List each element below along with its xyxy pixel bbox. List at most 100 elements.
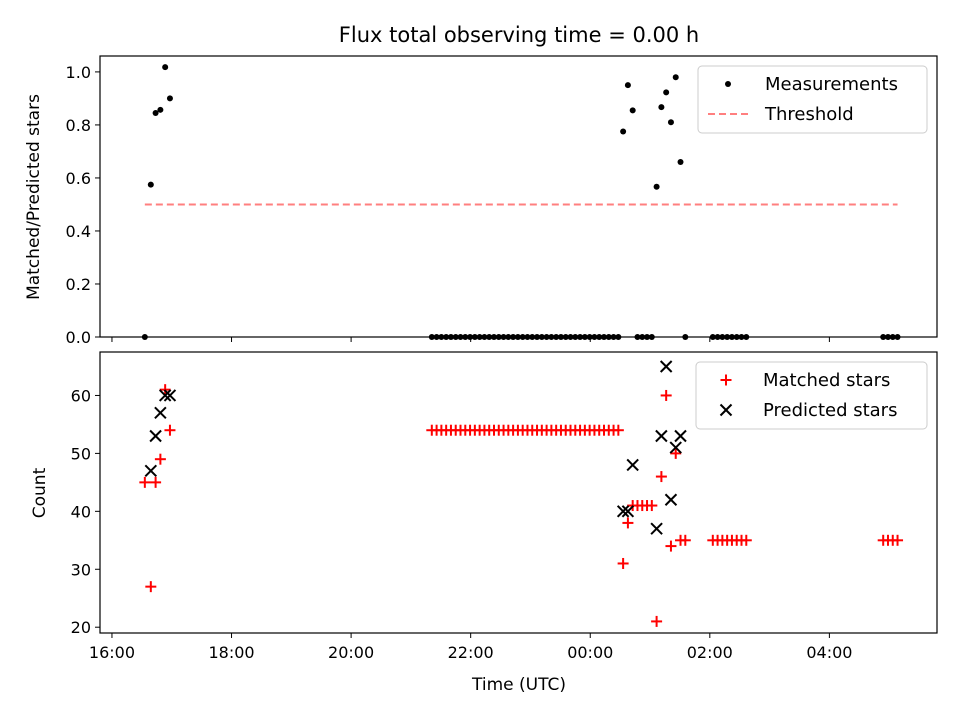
x-tick-label: 02:00 (687, 643, 733, 662)
data-point (624, 82, 631, 89)
legend: Matched stars Predicted stars (695, 361, 928, 430)
legend-label: Threshold (764, 104, 854, 125)
legend-swatch (719, 403, 733, 417)
y-tick-label: 60 (71, 386, 91, 405)
x-b (163, 389, 177, 402)
data-point (163, 389, 177, 402)
y-tick-label: 50 (71, 444, 91, 463)
x-b (144, 464, 158, 477)
plot-frame (99, 55, 938, 338)
data-point (157, 106, 164, 113)
x-b (664, 493, 678, 506)
data-point (164, 424, 176, 436)
x-b (149, 429, 162, 443)
data-point (616, 505, 630, 518)
data-point (892, 534, 904, 546)
data-point (152, 109, 159, 116)
data-point (667, 119, 674, 126)
data-point (658, 104, 665, 111)
data-point (145, 581, 157, 593)
y-tick-label: 20 (71, 618, 91, 637)
x-b (154, 406, 167, 420)
x-b (669, 441, 682, 454)
x-b (616, 505, 630, 518)
legend: Measurements Threshold (697, 65, 928, 134)
y-tick-label: 40 (71, 502, 91, 521)
plot-frame (99, 351, 938, 634)
chart-title: Flux total observing time = 0.00 h (339, 23, 699, 47)
data-point (154, 453, 166, 465)
y-tick-label: 0.2 (66, 275, 91, 294)
data-point (629, 107, 636, 114)
data-point (622, 517, 634, 529)
data-point (617, 557, 629, 569)
data-point (147, 181, 154, 188)
series-matched-stars (139, 384, 904, 627)
data-point (653, 183, 660, 190)
data-point (665, 540, 677, 552)
x-axis-label: Time (UTC) (471, 675, 566, 695)
data-point (659, 360, 673, 373)
data-point (620, 128, 627, 135)
legend-box (697, 65, 928, 134)
legend-box (695, 361, 928, 430)
data-point (664, 493, 678, 506)
data-point (674, 429, 687, 443)
data-point (139, 476, 151, 488)
y-axis-label: Matched/Predicted stars (24, 94, 44, 300)
data-point (646, 500, 658, 512)
y-axis-label: Count (30, 467, 50, 518)
data-point (677, 159, 684, 166)
data-point (672, 74, 679, 81)
data-point (663, 89, 670, 96)
legend-label: Measurements (765, 74, 898, 95)
x-tick-label: 20:00 (328, 643, 374, 662)
x-tick-label: 16:00 (89, 643, 135, 662)
x-tick-label: 00:00 (567, 643, 613, 662)
x-tick-label: 22:00 (448, 643, 494, 662)
legend-label: Matched stars (763, 370, 890, 391)
y-tick-label: 0.8 (66, 116, 91, 135)
legend-swatch (725, 81, 731, 87)
y-tick-label: 0.4 (66, 222, 91, 241)
data-point (669, 441, 682, 454)
data-point (679, 534, 691, 546)
y-tick-label: 0.6 (66, 169, 91, 188)
x-tick-label: 04:00 (806, 643, 852, 662)
data-point (162, 64, 169, 71)
data-point (612, 424, 624, 436)
x-b (626, 458, 639, 472)
data-point (154, 406, 167, 420)
series-predicted-stars (144, 360, 687, 535)
data-point (166, 95, 173, 102)
data-point (149, 429, 162, 443)
x-b (158, 389, 172, 402)
legend-swatch (720, 374, 732, 386)
legend-label: Predicted stars (763, 400, 897, 421)
x-tick-label: 18:00 (208, 643, 254, 662)
data-point (655, 471, 667, 483)
data-point (144, 464, 158, 477)
count-panel: 20 30 40 50 60 16:00 18:00 20:00 22:00 00:00 02:00… (30, 351, 938, 662)
x-b (719, 403, 733, 417)
x-b (655, 429, 668, 443)
y-tick-label: 30 (71, 560, 91, 579)
data-point (650, 522, 663, 535)
data-point (651, 615, 663, 627)
data-point (626, 458, 639, 472)
ratio-panel: 0.0 0.2 0.4 0.6 0.8 1.0 Matched/Predicted star… (24, 55, 938, 347)
data-point (150, 476, 162, 488)
x-b (650, 522, 663, 535)
x-b (621, 505, 635, 518)
data-point (740, 534, 752, 546)
data-point (655, 429, 668, 443)
y-tick-label: 0.0 (66, 328, 91, 347)
x-b (674, 429, 687, 443)
data-point (158, 389, 172, 402)
data-point (660, 389, 672, 401)
x-b (659, 360, 673, 373)
y-tick-label: 1.0 (66, 63, 91, 82)
data-point (670, 447, 682, 459)
data-point (621, 505, 635, 518)
